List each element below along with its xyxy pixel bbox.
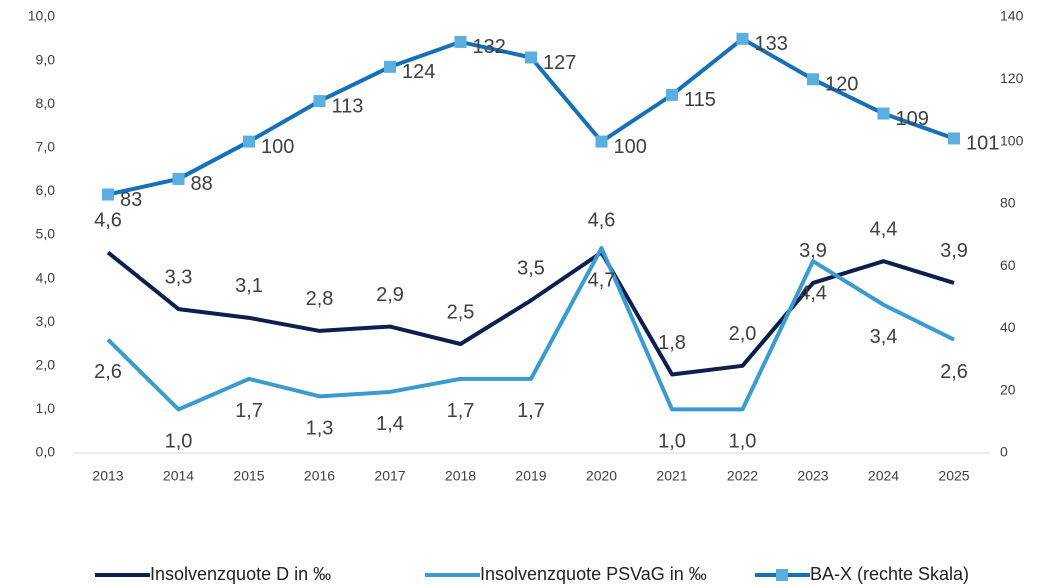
x-tick-label: 2023 [797, 468, 828, 484]
marker [807, 73, 819, 86]
data-label: 2,5 [447, 301, 475, 323]
x-tick-label: 2021 [656, 468, 687, 484]
x-tick-label: 2014 [163, 468, 194, 484]
y-tick-label: 1,0 [36, 400, 56, 416]
data-label: 2,6 [94, 361, 122, 383]
data-label: 115 [684, 89, 716, 111]
data-label: 101 [966, 133, 999, 155]
y-tick-label: 0,0 [36, 444, 56, 460]
y2-tick-label: 140 [1000, 8, 1024, 24]
data-label: 120 [825, 74, 858, 96]
data-label: 3,5 [517, 258, 545, 280]
x-tick-label: 2015 [233, 468, 264, 484]
data-label: 4,6 [588, 210, 616, 232]
data-label: 1,0 [165, 431, 193, 453]
legend-label: Insolvenzquote PSVaG in ‰ [480, 564, 707, 584]
data-label: 1,0 [658, 431, 686, 453]
data-label: 3,3 [165, 266, 193, 288]
data-label: 1,0 [729, 431, 757, 453]
y2-tick-label: 40 [1000, 319, 1016, 335]
x-tick-label: 2017 [374, 468, 405, 484]
data-label: 133 [755, 33, 788, 55]
marker [313, 95, 326, 108]
data-label: 4,4 [799, 282, 827, 304]
y-tick-label: 4,0 [36, 269, 56, 285]
data-label: 124 [402, 61, 435, 83]
marker [243, 135, 255, 148]
data-label: 88 [191, 173, 213, 195]
marker [666, 88, 678, 101]
marker [948, 132, 960, 145]
y-tick-label: 3,0 [36, 313, 56, 329]
y-tick-label: 2,0 [36, 357, 56, 373]
x-tick-label: 2025 [938, 468, 969, 484]
data-label: 1,7 [447, 400, 475, 422]
marker [172, 172, 185, 185]
series-line [106, 246, 955, 412]
data-label: 3,1 [235, 275, 263, 297]
data-label: 1,3 [306, 418, 334, 440]
data-label: 83 [120, 189, 142, 211]
legend-label: Insolvenzquote D in ‰ [150, 564, 331, 584]
data-label: 1,4 [376, 413, 404, 435]
y-tick-label: 7,0 [36, 139, 56, 155]
x-tick-label: 2022 [727, 468, 758, 484]
data-label: 2,0 [729, 323, 757, 345]
y2-tick-label: 80 [1000, 195, 1016, 211]
data-label: 3,9 [799, 240, 827, 262]
x-tick-label: 2013 [92, 468, 123, 484]
data-label: 4,4 [870, 218, 898, 240]
y2-tick-label: 60 [1000, 257, 1016, 273]
marker [877, 107, 890, 120]
x-tick-label: 2016 [304, 468, 335, 484]
y-tick-label: 9,0 [36, 51, 56, 67]
marker [102, 188, 114, 201]
legend-marker [776, 569, 788, 581]
y-tick-label: 6,0 [36, 182, 56, 198]
data-label: 2,6 [940, 361, 968, 383]
marker [454, 35, 467, 48]
y-tick-label: 10,0 [28, 8, 55, 24]
data-label: 109 [896, 108, 929, 130]
x-tick-label: 2018 [445, 468, 476, 484]
data-label: 3,9 [940, 240, 968, 262]
data-label: 2,8 [306, 288, 334, 310]
y2-tick-label: 20 [1000, 381, 1016, 397]
y2-tick-label: 120 [1000, 70, 1024, 86]
marker [595, 135, 608, 148]
data-label: 113 [332, 95, 364, 117]
y2-tick-label: 0 [1000, 444, 1008, 460]
data-label: 3,4 [870, 326, 898, 348]
data-label: 132 [473, 36, 506, 58]
marker [736, 32, 749, 45]
legend-label: BA-X (rechte Skala) [810, 564, 969, 584]
marker [384, 60, 396, 73]
x-tick-label: 2024 [868, 468, 899, 484]
data-label: 1,8 [658, 332, 686, 354]
data-label: 100 [614, 136, 647, 158]
data-label: 100 [261, 136, 294, 158]
data-label: 1,7 [517, 400, 545, 422]
data-label: 4,7 [588, 269, 616, 291]
x-tick-label: 2019 [515, 468, 546, 484]
data-label: 4,6 [94, 210, 122, 232]
series-line [106, 250, 955, 377]
data-label: 1,7 [235, 400, 263, 422]
data-label: 2,9 [376, 284, 404, 306]
y2-tick-label: 100 [1000, 132, 1024, 148]
y-tick-label: 8,0 [36, 95, 56, 111]
x-tick-label: 2020 [586, 468, 617, 484]
data-label: 127 [543, 52, 576, 74]
marker [525, 51, 537, 64]
y-tick-label: 5,0 [36, 226, 56, 242]
